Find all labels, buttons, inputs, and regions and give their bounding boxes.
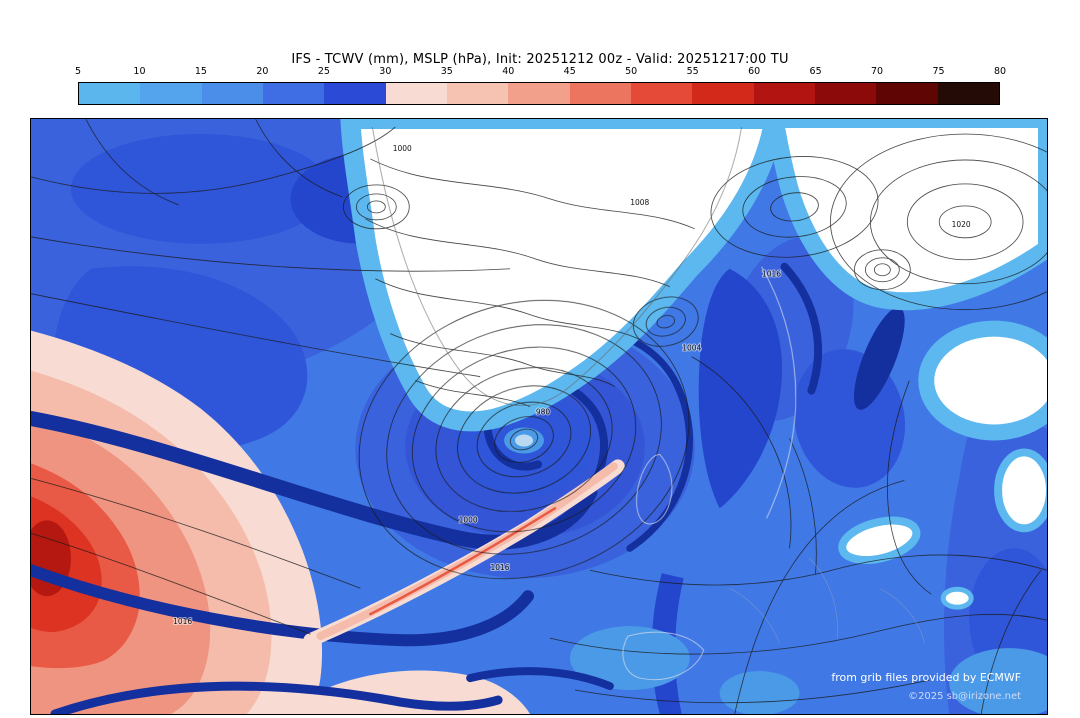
colorbar-ticks: 5 10 15 20 25 30 35 40 45 50 55 60 65 70 75 80: [74, 66, 1006, 80]
colorbar-segment: [324, 83, 386, 104]
colorbar-segment: [140, 83, 202, 104]
pressure-label: 1000: [459, 515, 478, 524]
colorbar-tick: 35: [440, 66, 453, 77]
pressure-label: 1020: [952, 220, 971, 229]
chart-title: IFS - TCWV (mm), MSLP (hPa), Init: 20251…: [291, 52, 789, 67]
colorbar-segment: [385, 83, 447, 104]
colorbar-tick: 20: [256, 66, 269, 77]
frontal-band: [303, 459, 625, 648]
colorbar-segment: [753, 83, 815, 104]
pressure-label: 1008: [630, 198, 649, 207]
colorbar-tick: 55: [686, 66, 699, 77]
weather-map: 1000 1008 1020 1016 1004 980 1000 1016 1016 from…: [31, 119, 1047, 714]
map-panel: 1000 1008 1020 1016 1004 980 1000 1016 1016 from…: [30, 118, 1048, 715]
colorbar-segment: [508, 83, 570, 104]
pressure-labels: 1000 1008 1020 1016 1004 980 1000 1016 1016: [172, 143, 972, 627]
colorbar-segment: [692, 83, 754, 104]
pressure-label: 1000: [393, 144, 412, 153]
pressure-label: 1004: [682, 344, 701, 353]
colorbar-tick: 60: [748, 66, 761, 77]
colorbar-segment: [79, 83, 141, 104]
colorbar-tick: 45: [563, 66, 576, 77]
isobars: [31, 119, 1047, 714]
dry-air-regions: [340, 119, 1047, 610]
colorbar-tick: 70: [871, 66, 884, 77]
colorbar-segment: [937, 83, 999, 104]
colorbar-tick: 80: [993, 66, 1007, 77]
colorbar-segment: [630, 83, 693, 104]
colorbar-segments: [78, 82, 1000, 105]
colorbar-tick: 15: [194, 66, 207, 77]
colorbar-tick: 10: [133, 66, 146, 77]
colorbar-segment: [814, 83, 877, 104]
colorbar-tick: 30: [379, 66, 392, 77]
colorbar-segment: [446, 83, 509, 104]
colorbar-segment: [201, 83, 263, 104]
colorbar-tick: 75: [932, 66, 945, 77]
colorbar-segment: [876, 83, 938, 104]
pressure-label: 1016: [762, 270, 781, 279]
colorbar-tick: 5: [74, 66, 82, 77]
coastlines: [371, 126, 797, 681]
credit-ecmwf: from grib files provided by ECMWF: [831, 671, 1021, 684]
colorbar: 5 10 15 20 25 30 35 40 45 50 55 60 65 70 75 80: [74, 66, 1006, 105]
country-borders: [729, 558, 925, 644]
pressure-label: 980: [536, 408, 551, 417]
colorbar-segment: [262, 83, 325, 104]
colorbar-tick: 50: [625, 66, 638, 77]
colorbar-tick: 40: [502, 66, 515, 77]
colorbar-tick: 25: [317, 66, 330, 77]
pressure-label: 1016: [173, 617, 192, 626]
colorbar-segment: [569, 83, 631, 104]
pressure-label: 1016: [491, 563, 510, 572]
credit-copyright: ©2025 sb@irizone.net: [908, 691, 1021, 702]
colorbar-tick: 65: [809, 66, 822, 77]
